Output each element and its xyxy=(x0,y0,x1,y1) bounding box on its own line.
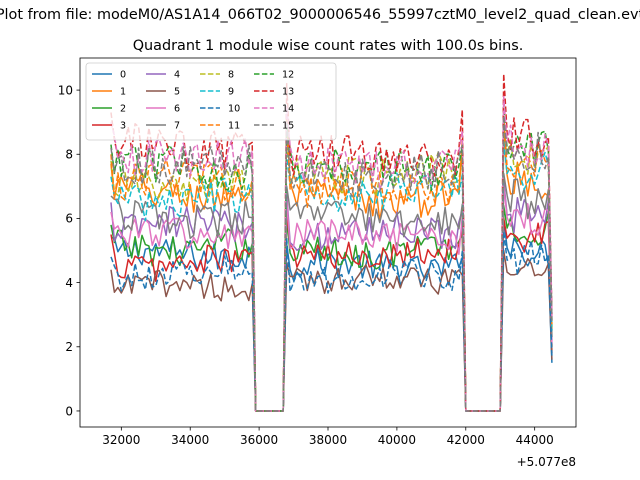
y-tick-label: 0 xyxy=(65,404,73,418)
y-tick-label: 2 xyxy=(65,340,73,354)
legend-label-12: 12 xyxy=(282,70,294,81)
legend-label-6: 6 xyxy=(174,104,180,115)
x-tick-label: 36000 xyxy=(240,433,278,447)
legend-label-10: 10 xyxy=(228,104,240,115)
y-tick-label: 6 xyxy=(65,212,73,226)
series-line-13 xyxy=(110,73,553,412)
series-line-11 xyxy=(110,115,553,412)
x-tick-label: 42000 xyxy=(447,433,485,447)
legend-label-7: 7 xyxy=(174,121,180,132)
legend-label-1: 1 xyxy=(120,87,126,98)
legend-label-2: 2 xyxy=(120,104,126,115)
series-line-15 xyxy=(110,115,553,412)
series-line-10 xyxy=(110,230,553,412)
x-tick-label: 40000 xyxy=(378,433,416,447)
legend-label-15: 15 xyxy=(282,121,294,132)
y-tick-label: 4 xyxy=(65,276,73,290)
x-tick-label: 38000 xyxy=(309,433,347,447)
x-tick-label: 32000 xyxy=(102,433,140,447)
series-line-5 xyxy=(110,249,553,412)
x-axis: 32000 34000 36000 38000 40000 42000 44000 xyxy=(102,427,554,447)
legend-label-8: 8 xyxy=(228,70,234,81)
legend-label-11: 11 xyxy=(228,121,240,132)
y-axis: 0 2 4 6 8 10 xyxy=(58,83,80,418)
series-line-6 xyxy=(110,185,553,412)
legend-label-0: 0 xyxy=(120,70,126,81)
legend-label-9: 9 xyxy=(228,87,234,98)
legend-label-3: 3 xyxy=(120,121,126,132)
y-tick-label: 10 xyxy=(58,83,73,97)
x-tick-label: 34000 xyxy=(171,433,209,447)
legend-frame xyxy=(85,62,337,141)
legend-label-13: 13 xyxy=(282,87,294,98)
series-line-7 xyxy=(110,172,553,412)
y-tick-label: 8 xyxy=(65,148,73,162)
series-layer xyxy=(110,73,553,412)
x-offset-label: +5.077e8 xyxy=(517,455,576,469)
series-line-9 xyxy=(110,140,553,412)
figure-suptitle: Plot from file: modeM0/AS1A14_066T02_900… xyxy=(0,7,640,23)
x-tick-label: 44000 xyxy=(516,433,554,447)
legend-label-14: 14 xyxy=(282,104,294,115)
chart-title: Quadrant 1 module wise count rates with … xyxy=(133,38,524,54)
legend-label-5: 5 xyxy=(174,87,180,98)
legend-label-4: 4 xyxy=(174,70,180,81)
